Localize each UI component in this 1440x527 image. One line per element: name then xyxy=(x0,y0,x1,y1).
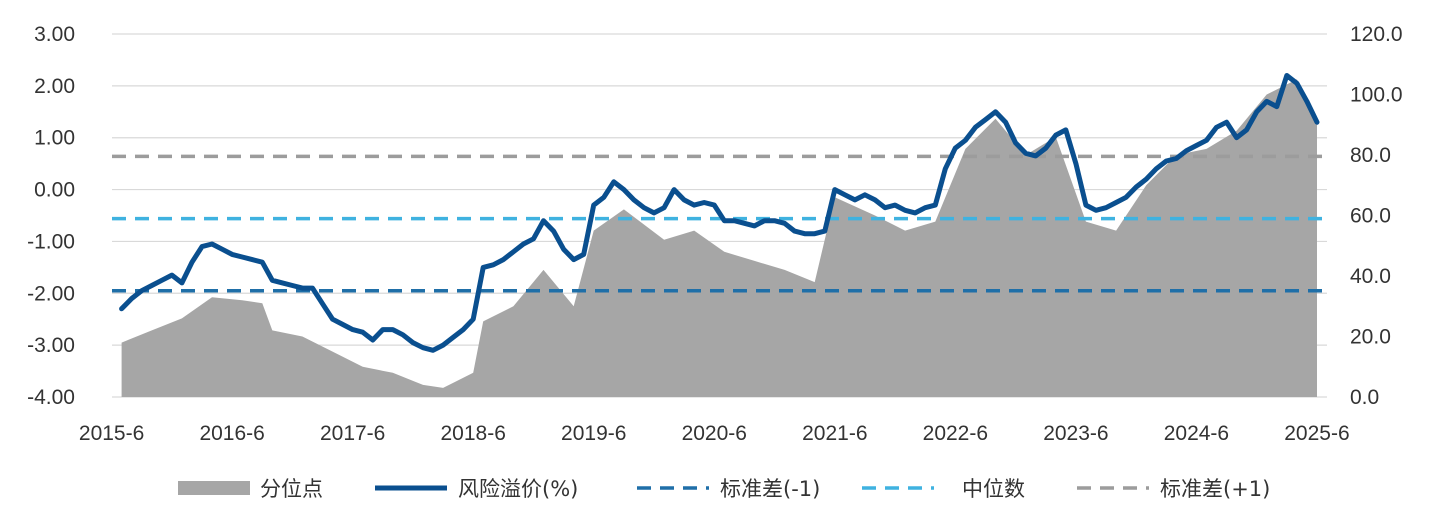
legend-label: 分位点 xyxy=(260,477,323,501)
percentile-area-layer xyxy=(121,79,1318,398)
x-axis-ticks: 2015-6 2016-6 2017-6 2018-6 2019-6 2020-6 2021… xyxy=(79,422,1350,445)
x-tick-label: 2015-6 xyxy=(79,422,144,445)
left-axis-ticks: 3.00 2.00 1.00 0.00 -1.00 -2.00 -3.00 -4.00 xyxy=(27,23,75,409)
left-tick-label: 1.00 xyxy=(34,127,75,150)
left-tick-label: 0.00 xyxy=(34,179,75,202)
right-tick-label: 100.0 xyxy=(1350,84,1403,107)
left-tick-label: 3.00 xyxy=(34,23,75,46)
x-tick-label: 2024-6 xyxy=(1164,422,1229,445)
right-tick-label: 60.0 xyxy=(1350,205,1391,228)
x-tick-label: 2023-6 xyxy=(1043,422,1108,445)
right-tick-label: 120.0 xyxy=(1350,23,1403,46)
right-axis-ticks: 120.0 100.0 80.0 60.0 40.0 20.0 0.0 xyxy=(1350,23,1403,409)
risk-premium-line-layer xyxy=(119,73,1320,353)
x-tick-label: 2017-6 xyxy=(320,422,385,445)
right-tick-label: 20.0 xyxy=(1350,326,1391,349)
x-tick-label: 2020-6 xyxy=(682,422,747,445)
right-tick-label: 0.0 xyxy=(1350,386,1379,409)
legend-label: 中位数 xyxy=(962,477,1025,501)
x-tick-label: 2021-6 xyxy=(802,422,867,445)
left-tick-label: -3.00 xyxy=(27,334,75,357)
x-tick-label: 2018-6 xyxy=(441,422,506,445)
x-tick-label: 2016-6 xyxy=(199,422,264,445)
legend-label: 标准差(+1) xyxy=(1160,477,1270,501)
risk-premium-line xyxy=(119,73,1320,353)
left-tick-label: 2.00 xyxy=(34,75,75,98)
x-tick-label: 2025-6 xyxy=(1284,422,1349,445)
right-tick-label: 80.0 xyxy=(1350,144,1391,167)
x-tick-label: 2022-6 xyxy=(923,422,988,445)
legend-label: 标准差(-1) xyxy=(720,477,820,501)
percentile-area xyxy=(121,79,1318,398)
legend-swatch-area xyxy=(178,481,250,495)
x-tick-label: 2019-6 xyxy=(561,422,626,445)
reference-lines-layer xyxy=(112,154,1327,293)
left-tick-label: -4.00 xyxy=(27,386,75,409)
right-tick-label: 40.0 xyxy=(1350,265,1391,288)
legend: 分位点 风险溢价(%) 标准差(-1) 中位数 标准差(+1) xyxy=(178,477,1270,501)
left-tick-label: -1.00 xyxy=(27,230,75,253)
legend-label: 风险溢价(%) xyxy=(458,477,578,501)
left-tick-label: -2.00 xyxy=(27,282,75,305)
